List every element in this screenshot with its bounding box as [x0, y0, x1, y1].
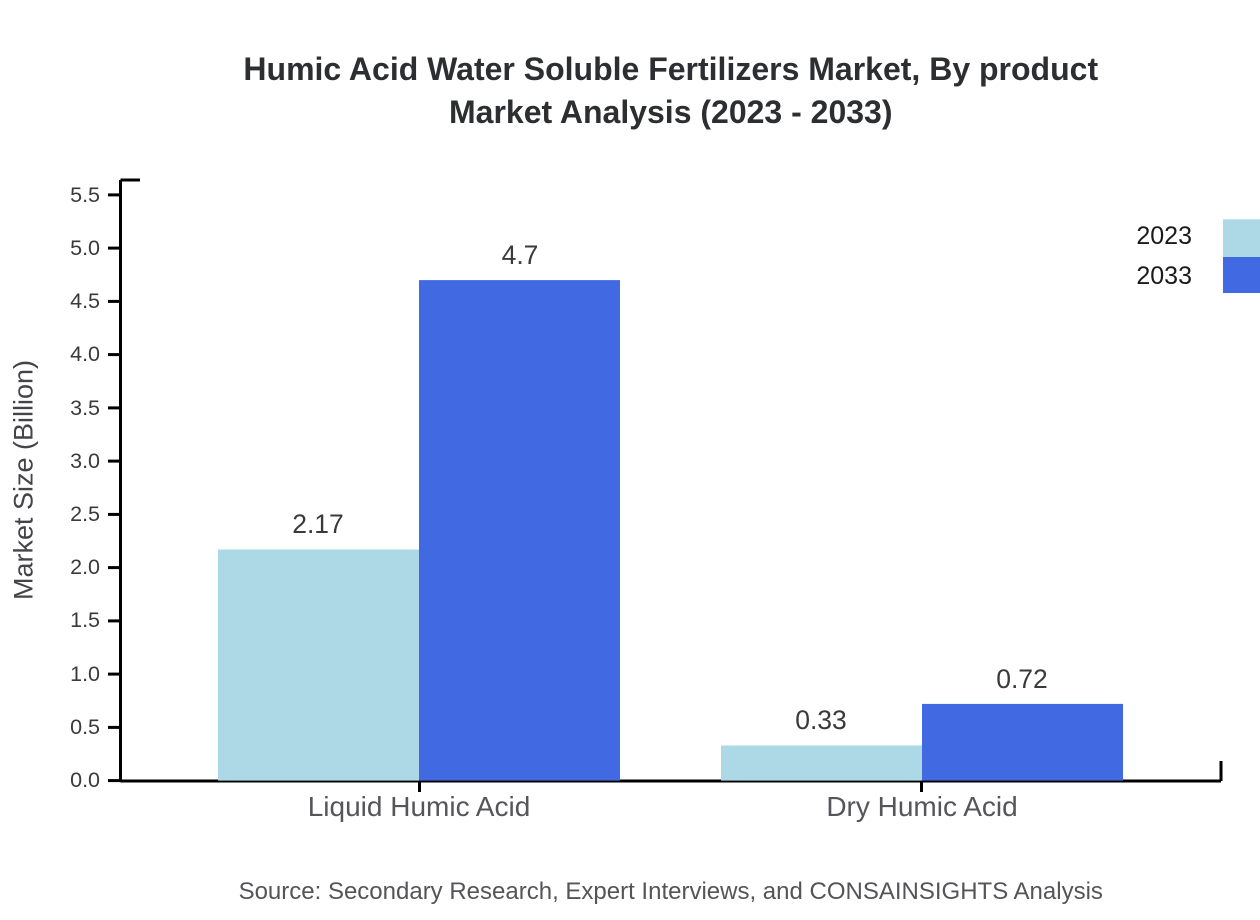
svg-text:4.5: 4.5 [70, 289, 100, 313]
svg-text:Liquid Humic Acid: Liquid Humic Acid [308, 791, 531, 822]
svg-text:2023: 2023 [1136, 222, 1192, 250]
svg-text:4.7: 4.7 [502, 240, 539, 270]
svg-text:3.5: 3.5 [70, 396, 100, 420]
svg-text:2033: 2033 [1136, 262, 1192, 290]
svg-text:1.0: 1.0 [70, 662, 100, 686]
svg-text:5.0: 5.0 [70, 236, 100, 260]
svg-text:0.5: 0.5 [70, 715, 100, 739]
svg-text:2.0: 2.0 [70, 555, 100, 579]
svg-text:0.0: 0.0 [70, 768, 100, 792]
svg-text:2.17: 2.17 [292, 509, 344, 539]
svg-text:4.0: 4.0 [70, 342, 100, 366]
svg-text:5.5: 5.5 [70, 183, 100, 207]
svg-text:3.0: 3.0 [70, 449, 100, 473]
svg-text:2.5: 2.5 [70, 502, 100, 526]
svg-text:1.5: 1.5 [70, 608, 100, 632]
svg-text:0.72: 0.72 [996, 664, 1048, 694]
svg-text:0.33: 0.33 [795, 705, 847, 735]
svg-text:Dry Humic Acid: Dry Humic Acid [826, 791, 1017, 822]
